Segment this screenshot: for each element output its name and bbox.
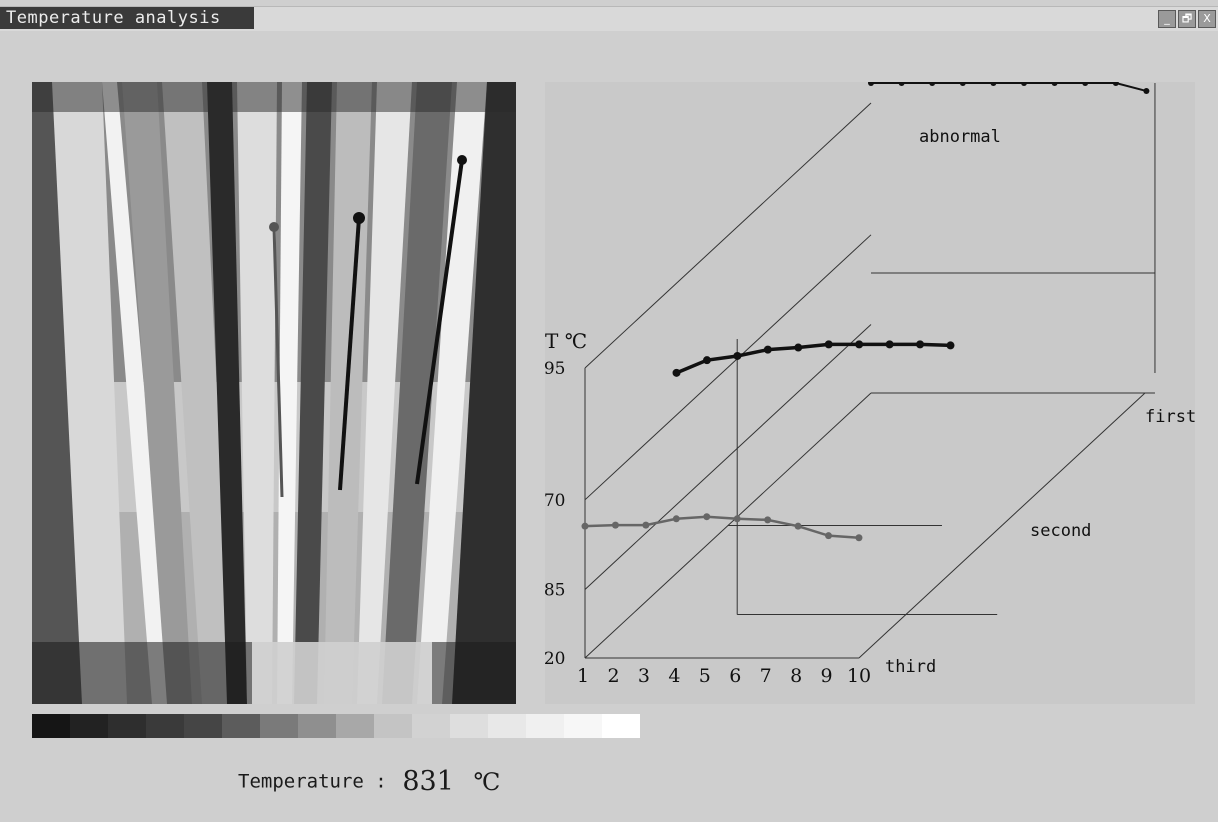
x-tick-label: 5 <box>699 665 711 687</box>
window-title: Temperature analysis <box>0 7 254 29</box>
series-line-third <box>584 515 860 540</box>
color-scale-swatch <box>184 714 222 738</box>
depth-gridline <box>584 102 872 369</box>
depth-gridline <box>584 324 872 590</box>
close-button[interactable]: X <box>1198 10 1216 28</box>
depth-gridline <box>584 234 872 501</box>
temperature-value: 831 <box>402 766 454 797</box>
x-tick-label: 4 <box>668 665 680 687</box>
color-scale-swatch <box>260 714 298 738</box>
color-scale-swatch <box>32 714 70 738</box>
color-scale-swatch <box>412 714 450 738</box>
series-point-third <box>733 515 741 523</box>
series-point-first <box>990 82 997 86</box>
series-point-first <box>1112 82 1119 86</box>
series-line-first <box>871 82 1147 92</box>
depth-label-first: first <box>1145 407 1195 427</box>
series-point-third <box>825 532 833 540</box>
series-point-second <box>855 340 864 349</box>
x-tick-label: 6 <box>729 665 741 687</box>
series-point-second <box>672 368 681 377</box>
x-tick-label: 9 <box>821 665 833 687</box>
series-point-second <box>763 345 772 354</box>
y-tick-label: 720 <box>545 649 565 669</box>
depth-label-abnormal: abnormal <box>919 127 1001 147</box>
x-tick-label: 1 <box>577 665 589 687</box>
color-scale-swatch <box>222 714 260 738</box>
color-scale-swatch <box>146 714 184 738</box>
series-point-third <box>672 515 680 523</box>
thermal-image[interactable] <box>32 82 516 704</box>
x-tick-label: 10 <box>847 665 871 687</box>
series-point-third <box>794 522 802 530</box>
y-tick-label: 995 <box>545 359 565 379</box>
depth-gridline <box>858 392 1146 659</box>
series-point-third <box>764 516 772 524</box>
series-point-third <box>855 534 863 542</box>
series-point-first <box>1143 88 1150 94</box>
x-tick-label: 8 <box>790 665 802 687</box>
x-tick-label: 7 <box>760 665 772 687</box>
color-scale-swatch <box>564 714 602 738</box>
y-tick-label: 870 <box>545 491 565 511</box>
color-scale-swatch <box>488 714 526 738</box>
restore-button[interactable]: 🗗 <box>1178 10 1196 28</box>
color-scale-swatch <box>602 714 640 738</box>
series-point-second <box>916 340 925 349</box>
depth-label-second: second <box>1030 521 1091 541</box>
series-point-second <box>946 341 955 350</box>
temperature-readout: Temperature : 831 ℃ <box>238 766 500 797</box>
series-point-third <box>703 513 711 521</box>
color-scale-swatch <box>450 714 488 738</box>
y-tick-label: 785 <box>545 580 565 600</box>
series-point-first <box>929 82 936 86</box>
series-point-first <box>1021 82 1027 86</box>
minimize-button[interactable]: _ <box>1158 10 1176 28</box>
series-point-first <box>898 82 905 86</box>
y-axis-label: T ℃ <box>545 329 587 353</box>
color-scale-swatch <box>108 714 146 738</box>
series-point-third <box>581 522 589 530</box>
series-point-second <box>702 356 711 365</box>
color-scale-swatch <box>336 714 374 738</box>
temperature-label: Temperature : <box>238 770 387 793</box>
color-scale-swatch <box>70 714 108 738</box>
series-point-second <box>733 351 742 360</box>
color-scale-swatch <box>526 714 564 738</box>
series-point-first <box>959 82 966 86</box>
series-line-second <box>675 342 951 375</box>
title-bar[interactable]: Temperature analysis _ 🗗 X <box>0 6 1218 31</box>
series-point-third <box>642 521 650 529</box>
temperature-unit: ℃ <box>473 767 501 796</box>
series-point-first <box>868 82 874 86</box>
x-tick-label: 2 <box>607 665 619 687</box>
color-scale-swatch <box>374 714 412 738</box>
series-point-first <box>1082 82 1089 86</box>
series-point-second <box>824 340 833 349</box>
color-scale-swatch <box>298 714 336 738</box>
thermal-image-graphic <box>32 82 516 704</box>
window-controls: _ 🗗 X <box>1158 10 1216 28</box>
x-tick-label: 3 <box>638 665 650 687</box>
color-scale-bar <box>32 714 640 738</box>
series-point-third <box>611 521 619 529</box>
series-point-second <box>794 343 803 352</box>
series-point-first <box>1051 82 1058 86</box>
series-point-second <box>885 340 894 349</box>
depth-label-third: third <box>885 657 936 677</box>
